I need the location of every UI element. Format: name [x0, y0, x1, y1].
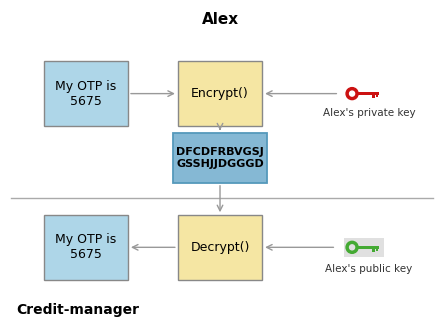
Circle shape [349, 245, 355, 250]
FancyBboxPatch shape [44, 215, 128, 279]
FancyBboxPatch shape [44, 61, 128, 126]
FancyBboxPatch shape [345, 237, 384, 257]
FancyBboxPatch shape [376, 249, 378, 251]
Text: DFCDFRBVGSJ
GSSHJJDGGGD: DFCDFRBVGSJ GSSHJJDGGGD [176, 147, 264, 169]
Circle shape [346, 241, 358, 253]
FancyBboxPatch shape [178, 61, 262, 126]
Text: Decrypt(): Decrypt() [190, 241, 250, 254]
FancyBboxPatch shape [372, 249, 375, 252]
Text: My OTP is
5675: My OTP is 5675 [55, 233, 116, 261]
FancyBboxPatch shape [376, 95, 378, 97]
FancyBboxPatch shape [372, 95, 375, 98]
Text: Alex's private key: Alex's private key [323, 109, 416, 119]
FancyBboxPatch shape [356, 246, 379, 249]
Text: Credit-manager: Credit-manager [16, 303, 139, 317]
FancyBboxPatch shape [173, 133, 267, 183]
Text: Alex's public key: Alex's public key [325, 264, 413, 274]
FancyBboxPatch shape [178, 215, 262, 279]
Circle shape [349, 91, 355, 96]
FancyBboxPatch shape [356, 92, 379, 95]
Circle shape [346, 88, 358, 100]
Text: My OTP is
5675: My OTP is 5675 [55, 80, 116, 108]
Text: Alex: Alex [202, 12, 238, 27]
Text: Encrypt(): Encrypt() [191, 87, 249, 100]
